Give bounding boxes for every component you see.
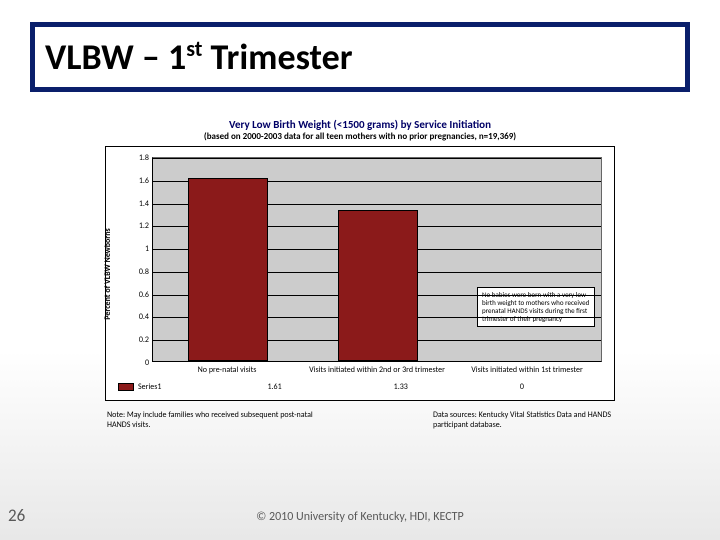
footnote-right: Data sources: Kentucky Vital Statistics … <box>433 411 613 430</box>
chart-container: Very Low Birth Weight (<1500 grams) by S… <box>105 118 615 430</box>
copyright: © 2010 University of Kentucky, HDI, KECT… <box>0 510 720 524</box>
legend-val-2: 0 <box>520 382 524 392</box>
chart-title-line1: Very Low Birth Weight (<1500 grams) by S… <box>105 118 615 131</box>
legend-values: 1.61 1.33 0 <box>267 382 523 392</box>
legend-row: Series1 1.61 1.33 0 <box>118 382 524 392</box>
y-tick-label: 0.8 <box>139 267 153 277</box>
legend-val-1: 1.33 <box>394 382 408 392</box>
y-tick-label: 0.4 <box>139 312 153 322</box>
legend-val-0: 1.61 <box>267 382 281 392</box>
y-tick-label: 0.6 <box>139 290 153 300</box>
bar <box>188 178 268 361</box>
title-post: Trimester <box>202 35 352 79</box>
y-axis-label: Percent of VLBW Newborns <box>103 228 113 319</box>
bar <box>338 210 418 361</box>
footnote-row: Note: May include families who received … <box>105 411 615 430</box>
legend-series-name: Series1 <box>138 382 161 392</box>
chart-box: Percent of VLBW Newborns No babies were … <box>105 146 615 401</box>
y-tick-label: 0.2 <box>139 335 153 345</box>
plot-area: No babies were born with a very low birt… <box>152 157 602 362</box>
legend-swatch <box>118 383 134 391</box>
chart-title-line2: (based on 2000-2003 data for all teen mo… <box>105 131 615 142</box>
footnote-left: Note: May include families who received … <box>107 411 317 430</box>
y-tick-label: 1.6 <box>139 176 153 186</box>
category-label-1: Visits initiated within 2nd or 3rd trime… <box>302 365 452 375</box>
y-tick-label: 1.4 <box>139 199 153 209</box>
chart-title: Very Low Birth Weight (<1500 grams) by S… <box>105 118 615 142</box>
category-label-2: Visits initiated within 1st trimester <box>452 365 602 375</box>
title-sup: st <box>186 35 202 62</box>
title-pre: VLBW – 1 <box>45 35 186 79</box>
y-tick-label: 1 <box>145 244 153 254</box>
annotation-box: No babies were born with a very low birt… <box>477 287 595 327</box>
category-label-0: No pre-natal visits <box>152 365 302 375</box>
grid-line <box>153 158 601 159</box>
title-bar: VLBW – 1st Trimester <box>30 22 690 92</box>
y-tick-label: 1.8 <box>139 153 153 163</box>
slide-title: VLBW – 1st Trimester <box>45 35 353 79</box>
y-tick-label: 1.2 <box>139 221 153 231</box>
